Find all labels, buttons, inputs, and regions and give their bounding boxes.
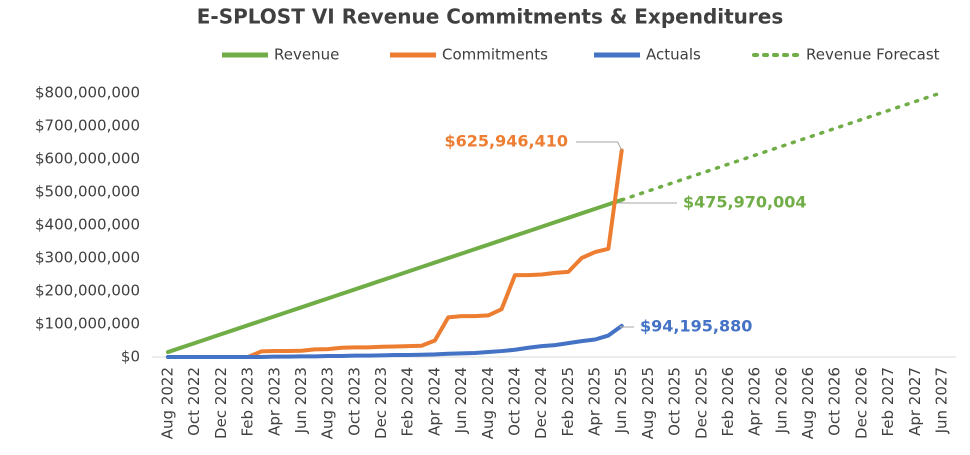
x-tick-label: Dec 2024 [532, 367, 550, 439]
x-tick-label: Feb 2023 [239, 367, 257, 437]
legend-label: Actuals [646, 46, 701, 64]
x-tick-label: Oct 2022 [185, 367, 203, 436]
y-tick-label: $500,000,000 [35, 183, 140, 201]
x-tick-label: Apr 2023 [265, 367, 283, 436]
y-tick-label: $600,000,000 [35, 150, 140, 168]
x-tick-label: Dec 2023 [372, 367, 390, 439]
x-tick-label: Aug 2025 [639, 367, 657, 439]
x-tick-label: Dec 2025 [692, 367, 710, 439]
x-tick-label: Dec 2026 [852, 367, 870, 439]
legend-label: Revenue Forecast [806, 46, 940, 64]
x-tick-label: Apr 2025 [586, 367, 604, 436]
x-tick-label: Apr 2024 [425, 367, 443, 436]
y-tick-label: $800,000,000 [35, 84, 140, 102]
x-tick-label: Oct 2023 [345, 367, 363, 436]
leader-line [619, 325, 634, 328]
y-tick-label: $400,000,000 [35, 216, 140, 234]
y-tick-label: $100,000,000 [35, 315, 140, 333]
x-tick-label: Oct 2025 [666, 367, 684, 436]
x-tick-label: Aug 2026 [799, 367, 817, 439]
y-tick-label: $0 [121, 348, 140, 366]
y-tick-label: $200,000,000 [35, 282, 140, 300]
x-tick-label: Feb 2025 [559, 367, 577, 437]
x-tick-label: Oct 2024 [505, 367, 523, 436]
y-tick-label: $700,000,000 [35, 117, 140, 135]
data-label: $475,970,004 [683, 193, 806, 212]
x-tick-label: Aug 2022 [159, 367, 177, 439]
leader-line [576, 141, 623, 151]
data-label: $625,946,410 [445, 132, 568, 151]
x-tick-label: Apr 2027 [906, 367, 924, 436]
chart-title: E-SPLOST VI Revenue Commitments & Expend… [197, 5, 784, 29]
x-tick-label: Feb 2026 [719, 367, 737, 437]
series-line [166, 323, 624, 359]
x-tick-label: Aug 2024 [479, 367, 497, 439]
legend-label: Revenue [274, 46, 339, 64]
x-tick-label: Jun 2026 [772, 367, 790, 434]
x-tick-label: Aug 2023 [319, 367, 337, 439]
x-tick-label: Jun 2024 [452, 367, 470, 434]
series-line [619, 90, 944, 202]
x-tick-label: Jun 2025 [612, 367, 630, 434]
series-line [166, 197, 624, 355]
x-tick-label: Apr 2026 [746, 367, 764, 436]
x-tick-label: Jun 2027 [933, 367, 951, 434]
y-tick-label: $300,000,000 [35, 249, 140, 267]
legend-label: Commitments [442, 46, 548, 64]
x-tick-label: Feb 2024 [399, 367, 417, 437]
x-tick-label: Feb 2027 [879, 367, 897, 437]
x-tick-label: Dec 2022 [212, 367, 230, 439]
data-label: $94,195,880 [640, 317, 752, 336]
x-tick-label: Jun 2023 [292, 367, 310, 434]
x-tick-label: Oct 2026 [826, 367, 844, 436]
